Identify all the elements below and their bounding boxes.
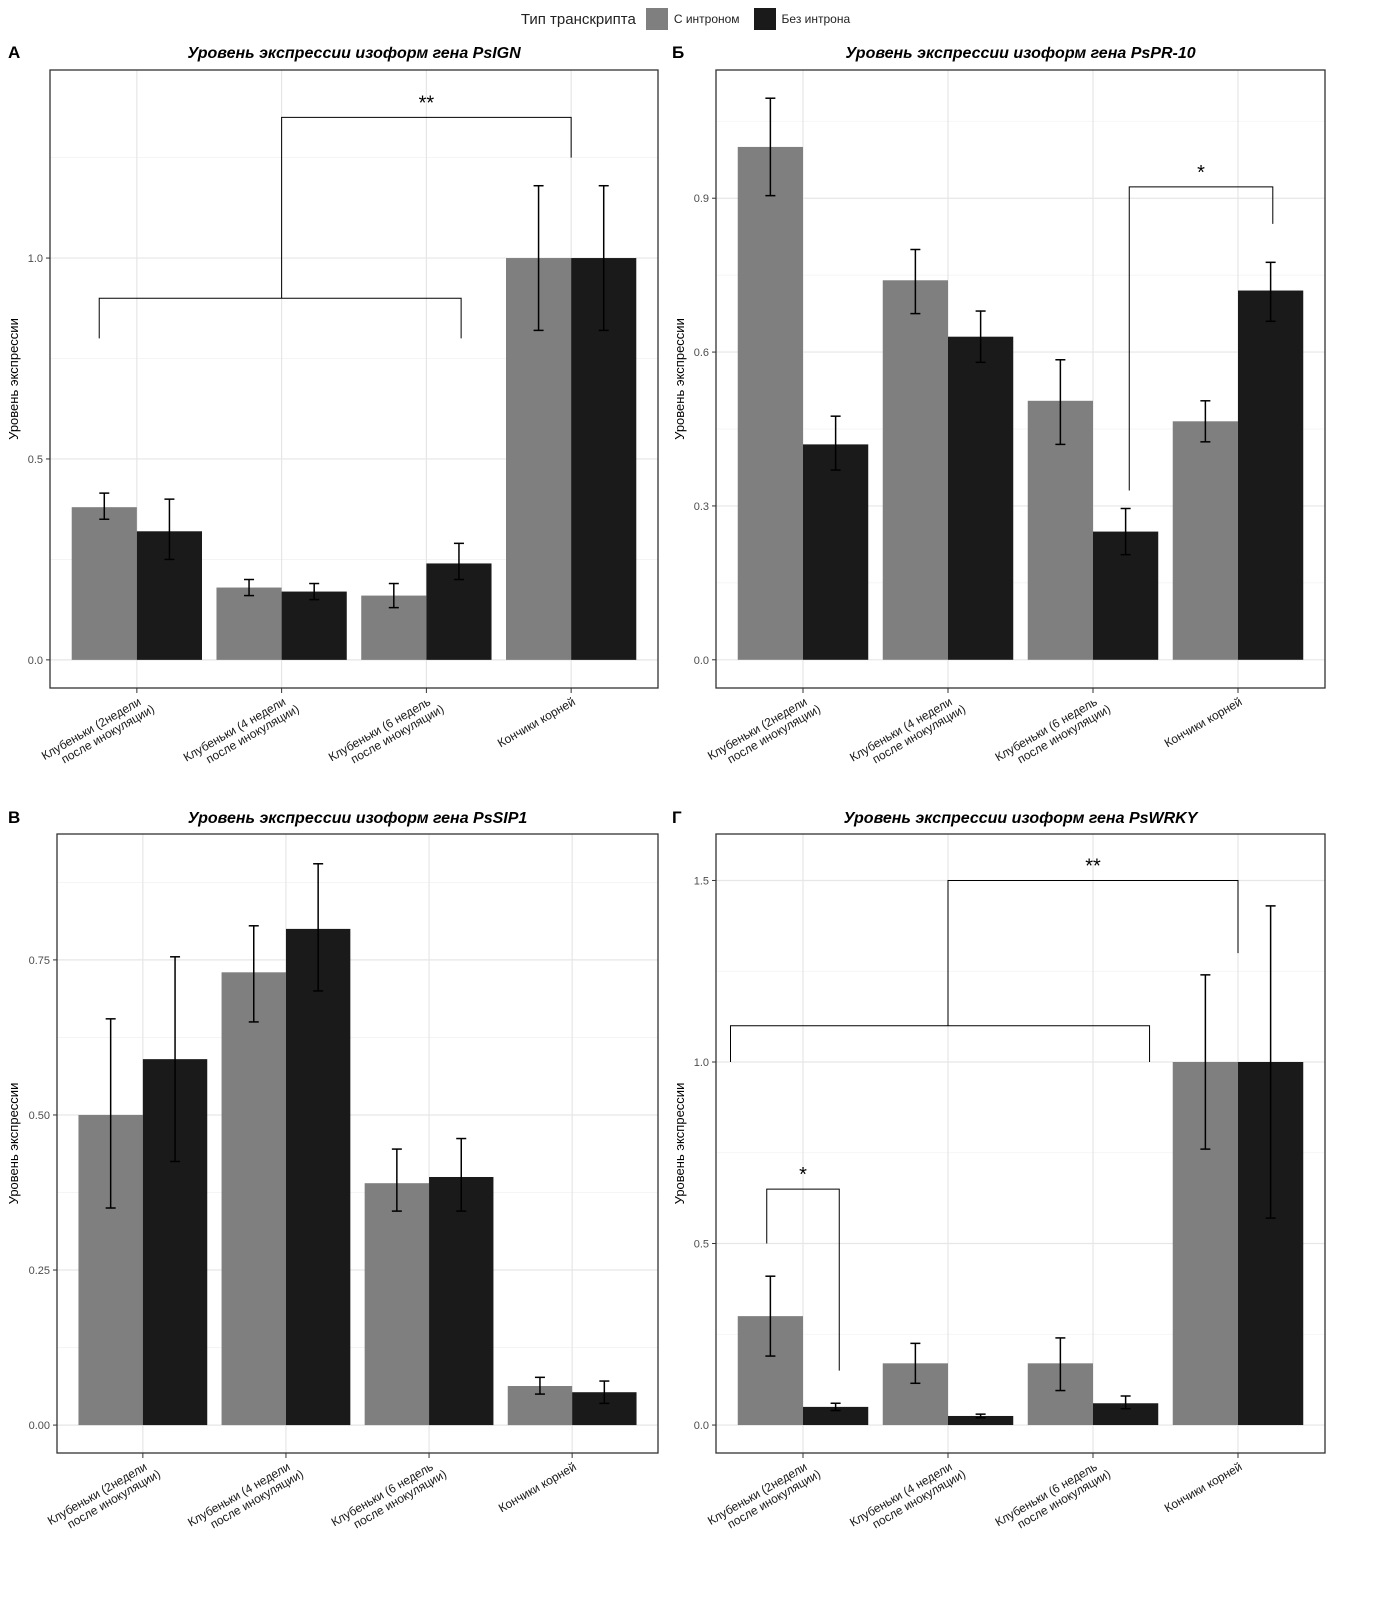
x-tick-label: Клубеньки (4 неделипосле инокуляции) <box>185 1455 306 1540</box>
x-tick-label-line: Кончики корней <box>496 1459 579 1515</box>
bar-with-intron <box>737 146 803 660</box>
legend-swatch-with-intron <box>645 8 668 30</box>
bar-without-intron <box>948 336 1014 660</box>
bar-without-intron <box>285 928 351 1426</box>
y-tick-label: 0.0 <box>28 655 43 667</box>
plot-frame <box>715 69 1326 689</box>
significance-bracket <box>766 1188 840 1371</box>
y-axis-label: Уровень экспрессии <box>6 318 21 440</box>
panel-letter: В <box>8 808 20 827</box>
x-tick-label: Кончики корней <box>495 694 578 750</box>
plot-frame <box>715 833 1326 1454</box>
y-tick-label: 0.6 <box>694 347 709 359</box>
panel-letter: А <box>8 43 20 62</box>
y-tick-label: 0.00 <box>29 1420 50 1432</box>
x-tick-label: Клубеньки (2неделипосле инокуляции) <box>705 1455 823 1539</box>
y-tick-label: 0.9 <box>694 193 709 205</box>
panel-1: А Уровень экспрессии изоформ гена PsIGN 0.… <box>6 43 659 775</box>
significance-label: * <box>799 1164 807 1186</box>
bar-without-intron <box>1238 290 1304 660</box>
x-tick-label: Кончики корней <box>1162 694 1245 750</box>
bar-without-intron <box>803 1406 869 1426</box>
x-tick-label-line: Кончики корней <box>1162 1459 1245 1515</box>
bar-without-intron <box>948 1415 1014 1426</box>
legend: Тип транскрипта С интроном Без интрона <box>0 8 1383 30</box>
panel-letter: Б <box>672 43 684 62</box>
y-tick-label: 0.0 <box>694 1420 709 1432</box>
significance-bracket <box>1128 186 1274 491</box>
y-axis-label: Уровень экспрессии <box>6 1083 21 1205</box>
plot-frame <box>56 833 659 1454</box>
y-axis-label: Уровень экспрессии <box>672 318 687 440</box>
x-tick-label: Клубеньки (6 недельпосле инокуляции) <box>326 690 446 775</box>
y-tick-label: 0.5 <box>694 1239 709 1251</box>
panel-title: Уровень экспрессии изоформ гена PsWRKY <box>844 810 1199 827</box>
legend-label-with-intron: С интроном <box>673 12 740 26</box>
panel-3: В Уровень экспрессии изоформ гена PsSIP1 0… <box>6 808 659 1540</box>
bar-with-intron <box>216 587 282 660</box>
bar-without-intron <box>1093 1403 1159 1426</box>
legend-title: Тип транскрипта <box>520 10 636 28</box>
x-tick-label: Кончики корней <box>1162 1459 1245 1515</box>
panel-4: Г Уровень экспрессии изоформ гена PsWRKY 0… <box>672 808 1326 1540</box>
significance-label: ** <box>419 92 435 114</box>
x-tick-label: Клубеньки (6 недельпосле инокуляции) <box>329 1455 449 1540</box>
y-tick-label: 1.0 <box>28 253 43 265</box>
x-tick-label: Клубеньки (6 недельпосле инокуляции) <box>993 1455 1113 1540</box>
significance-label: ** <box>1085 855 1101 877</box>
x-tick-label: Клубеньки (4 неделипосле инокуляции) <box>847 690 968 775</box>
bar-with-intron <box>71 507 137 660</box>
panel-title: Уровень экспрессии изоформ гена PsSIP1 <box>188 810 528 827</box>
panel-title: Уровень экспрессии изоформ гена PsIGN <box>187 45 521 62</box>
x-tick-label: Клубеньки (4 неделипосле инокуляции) <box>847 1455 968 1540</box>
x-tick-label: Клубеньки (2неделипосле инокуляции) <box>705 690 823 774</box>
x-tick-label: Кончики корней <box>496 1459 579 1515</box>
bar-with-intron <box>364 1183 430 1426</box>
y-tick-label: 0.3 <box>694 501 709 513</box>
bar-with-intron <box>221 972 286 1426</box>
x-tick-label: Клубеньки (6 недельпосле инокуляции) <box>993 690 1113 775</box>
bar-with-intron <box>1172 421 1238 660</box>
y-tick-label: 1.0 <box>694 1057 709 1069</box>
x-tick-label-line: Кончики корней <box>1162 694 1245 750</box>
significance-bracket <box>98 297 462 339</box>
significance-label: * <box>1197 162 1205 184</box>
bar-with-intron <box>882 280 948 660</box>
y-tick-label: 0.75 <box>29 955 50 967</box>
y-tick-label: 0.50 <box>29 1110 50 1122</box>
significance-bracket <box>730 1025 1151 1062</box>
significance-bracket <box>281 116 572 299</box>
x-tick-label: Клубеньки (4 неделипосле инокуляции) <box>181 690 302 775</box>
plot-frame <box>49 69 659 689</box>
panel-letter: Г <box>672 808 682 827</box>
y-tick-label: 0.5 <box>28 454 43 466</box>
y-tick-label: 0.25 <box>29 1265 50 1277</box>
panel-title: Уровень экспрессии изоформ гена PsPR-10 <box>845 45 1195 62</box>
significance-bracket <box>947 879 1239 1026</box>
x-tick-label: Клубеньки (2неделипосле инокуляции) <box>45 1455 163 1539</box>
legend-label-without-intron: Без интрона <box>781 12 851 26</box>
bar-without-intron <box>281 591 347 660</box>
y-tick-label: 1.5 <box>694 875 709 887</box>
y-axis-label: Уровень экспрессии <box>672 1083 687 1205</box>
panel-2: Б Уровень экспрессии изоформ гена PsPR-10… <box>672 43 1326 775</box>
y-tick-label: 0.0 <box>694 655 709 667</box>
bar-without-intron <box>803 444 869 660</box>
legend-swatch-without-intron <box>753 8 776 30</box>
x-tick-label: Клубеньки (2неделипосле инокуляции) <box>39 690 157 774</box>
x-tick-label-line: Кончики корней <box>495 694 578 750</box>
bar-without-intron <box>429 1176 494 1426</box>
